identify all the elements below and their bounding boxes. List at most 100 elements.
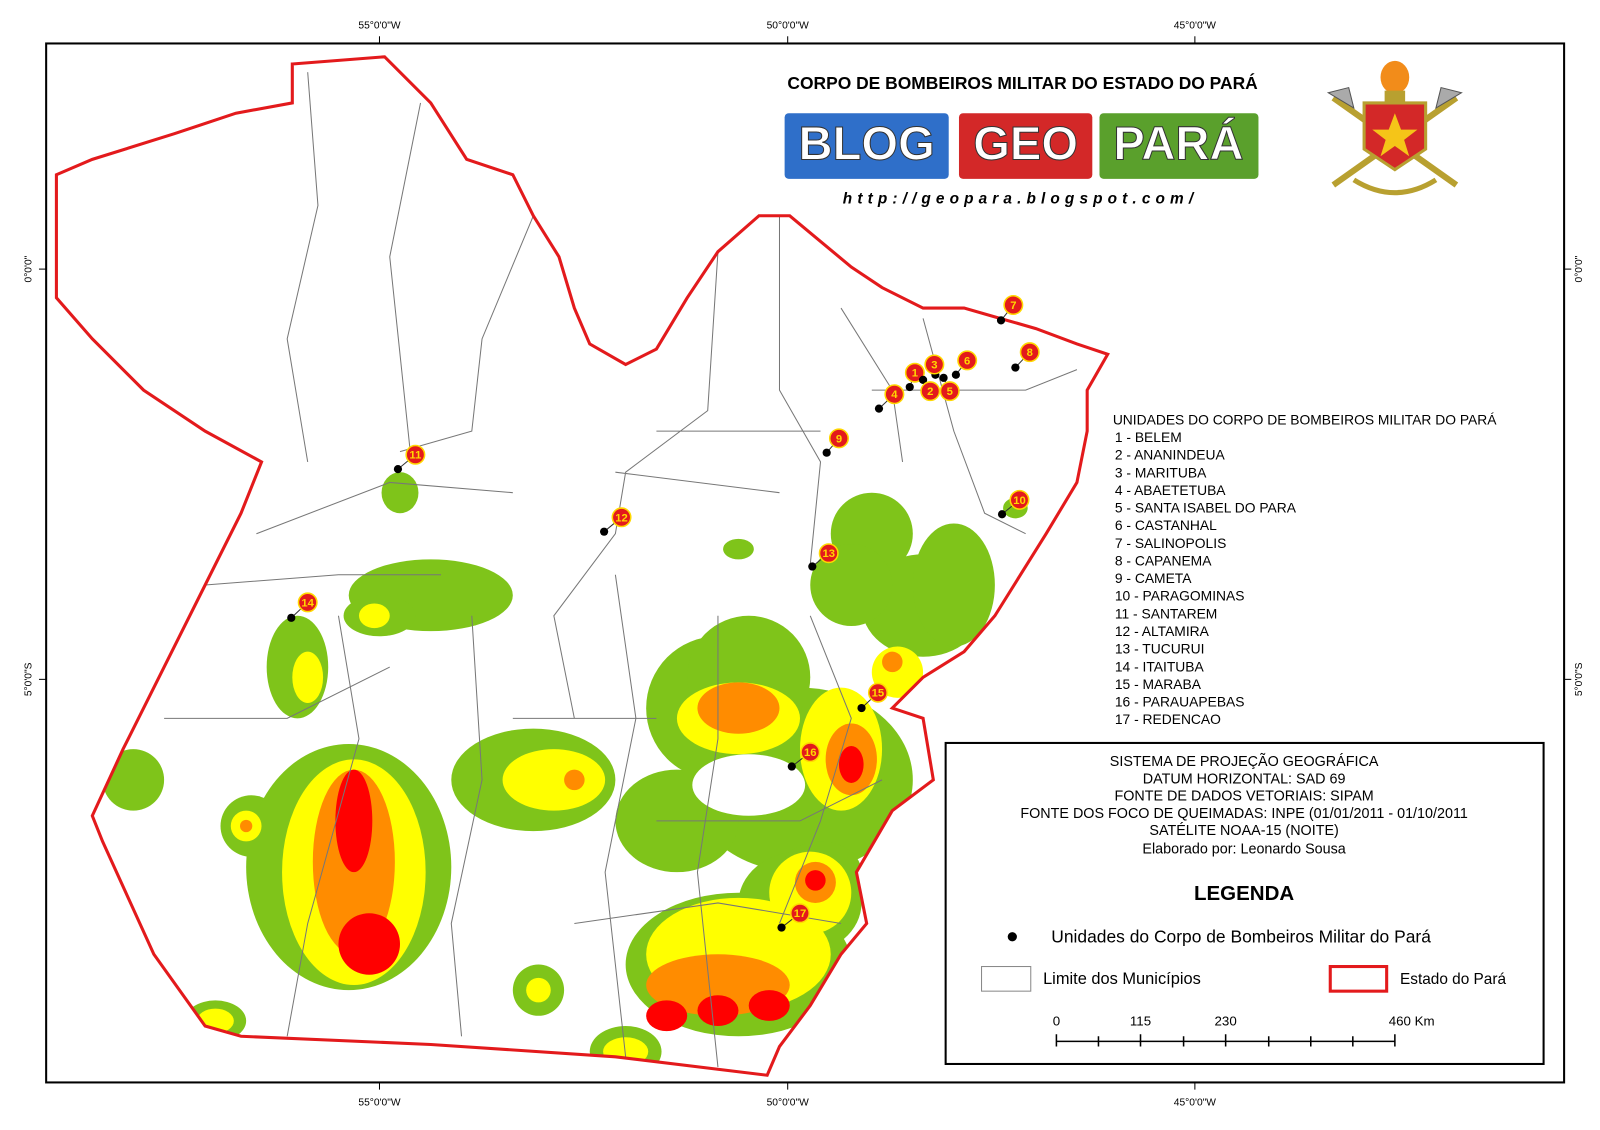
heat-blob <box>338 913 400 975</box>
unit-item: 15 - MARABA <box>1115 676 1202 692</box>
unit-dot <box>287 613 296 622</box>
heat-blob <box>240 819 253 833</box>
marker-badge <box>405 444 426 465</box>
unit-dot <box>857 703 866 713</box>
unit-dot <box>997 510 1007 519</box>
marker-label: 6 <box>964 355 970 367</box>
marker-badge <box>920 381 941 402</box>
info-box <box>944 741 1545 1065</box>
marker-label: 14 <box>301 597 314 609</box>
unit-dot <box>874 404 884 413</box>
marker-badge <box>867 682 888 703</box>
marker-label: 11 <box>409 450 421 462</box>
marker-label: 2 <box>927 386 933 398</box>
heat-blob <box>502 749 606 811</box>
info-line: DATUM HORIZONTAL: SAD 69 <box>1143 771 1346 787</box>
logo-word: GEO <box>973 117 1078 170</box>
url: http://geopara.blogspot.com/ <box>843 190 1198 207</box>
unit-item: 14 - ITAITUBA <box>1115 658 1205 674</box>
marker-label: 7 <box>1010 300 1016 312</box>
heat-blob <box>292 651 324 703</box>
unit-dot <box>918 375 928 384</box>
heat-blob <box>805 870 826 891</box>
scale-bar: 0 115 230 460 Km <box>1053 1013 1435 1047</box>
unit-dot <box>787 762 796 771</box>
logo: BLOG GEO PARÁ http://geopara.blogspot.co… <box>784 113 1259 207</box>
marker-label: 8 <box>1027 347 1033 359</box>
unit-item: 10 - PARAGOMINAS <box>1115 588 1245 604</box>
marker-label: 16 <box>804 747 817 759</box>
heat-blob <box>912 523 995 647</box>
heat-hole <box>692 754 806 816</box>
marker-badge <box>611 507 632 528</box>
heat-blob <box>697 995 739 1027</box>
marker-label: 13 <box>822 548 835 560</box>
unit-item: 6 - CASTANHAL <box>1115 517 1217 533</box>
unit-item: 2 - ANANINDEUA <box>1115 447 1226 463</box>
marker-label: 5 <box>947 386 953 398</box>
info-line: SISTEMA DE PROJEÇÃO GEOGRÁFICA <box>1110 753 1379 770</box>
marker-badge <box>904 362 925 383</box>
marker-badge <box>828 428 849 449</box>
marker-badge <box>1019 342 1040 363</box>
heat-blob <box>358 603 390 629</box>
marker-badge <box>1009 489 1030 510</box>
unit-dot <box>939 373 948 382</box>
heat-blob <box>646 1000 688 1032</box>
heat-blob <box>381 472 419 514</box>
legend-dot <box>1007 932 1017 942</box>
unit-item: 5 - SANTA ISABEL DO PARA <box>1115 500 1297 516</box>
heat-blob <box>102 749 165 811</box>
heat-blob <box>697 682 780 734</box>
coord-label: 50°0'0"W <box>767 21 809 32</box>
unit-item: 1 - BELEM <box>1115 429 1182 445</box>
unit-item: 16 - PARAUAPEBAS <box>1115 694 1245 710</box>
info-line: FONTE DE DADOS VETORIAIS: SIPAM <box>1114 789 1373 805</box>
marker-badge <box>297 592 318 613</box>
marker-badge <box>1003 294 1024 315</box>
coord-label: 5°0'0"S <box>1574 662 1585 696</box>
unit-dot <box>951 370 960 379</box>
unit-dot <box>822 448 831 457</box>
units-title: UNIDADES DO CORPO DE BOMBEIROS MILITAR D… <box>1113 412 1497 428</box>
logo-box <box>784 113 949 179</box>
logo-word: PARÁ <box>1113 117 1243 170</box>
heat-blob <box>882 651 903 673</box>
info-line: FONTE DOS FOCO DE QUEIMADAS: INPE (01/01… <box>1020 806 1467 822</box>
coord-label: 55°0'0"W <box>358 21 400 32</box>
marker-badge <box>939 381 960 402</box>
heat-blob <box>564 769 585 791</box>
coord-label: 50°0'0"W <box>767 1098 809 1109</box>
unit-item: 9 - CAMETA <box>1115 570 1192 586</box>
unit-item: 17 - REDENCAO <box>1115 711 1221 727</box>
marker-label: 10 <box>1013 495 1026 507</box>
scale-label: 230 <box>1215 1013 1237 1028</box>
unit-dot <box>905 382 914 392</box>
logo-word: BLOG <box>799 117 935 170</box>
marker-badge <box>884 384 905 405</box>
scale-label: 0 <box>1053 1013 1060 1028</box>
heat-blob <box>723 538 754 560</box>
coord-label: 0°0'0" <box>1574 255 1585 282</box>
title: CORPO DE BOMBEIROS MILITAR DO ESTADO DO … <box>787 72 1258 93</box>
marker-badge <box>924 354 945 375</box>
unit-dot <box>777 923 786 932</box>
coordinates: 55°0'0"W 55°0'0"W 50°0'0"W 50°0'0"W 45°0'0"W… <box>23 21 1585 1109</box>
coord-label: 45°0'0"W <box>1174 1098 1216 1109</box>
marker-badge <box>957 350 978 371</box>
unit-item: 12 - ALTAMIRA <box>1115 623 1210 639</box>
marker-label: 12 <box>615 512 628 524</box>
coord-label: 45°0'0"W <box>1174 21 1216 32</box>
marker-label: 1 <box>912 368 918 380</box>
legend-label: Unidades do Corpo de Bombeiros Militar d… <box>1051 926 1431 946</box>
unit-item: 11 - SANTAREM <box>1115 605 1217 621</box>
unit-item: 8 - CAPANEMA <box>1115 552 1212 568</box>
unit-item: 4 - ABAETETUBA <box>1115 482 1226 498</box>
heat-blob <box>526 977 551 1003</box>
unit-dot <box>1011 363 1020 372</box>
marker-badge <box>800 742 821 763</box>
